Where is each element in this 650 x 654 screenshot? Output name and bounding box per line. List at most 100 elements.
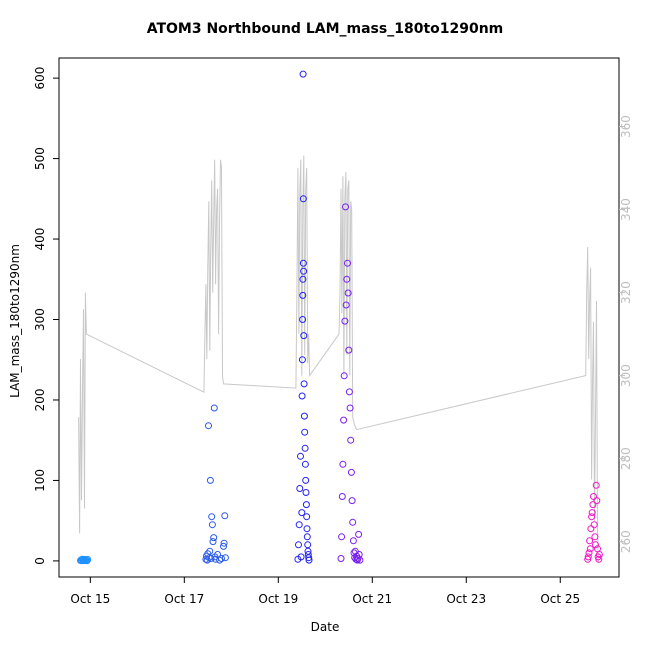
data-point [592, 541, 599, 549]
y2-tick-label: 360 [619, 115, 633, 138]
data-point [355, 530, 363, 538]
data-point [210, 534, 218, 542]
y-tick-label: 0 [33, 557, 47, 565]
data-point [349, 518, 357, 526]
data-point [344, 259, 351, 267]
x-tick-label: Oct 21 [352, 592, 392, 606]
data-point [300, 332, 308, 340]
chart-title: ATOM3 Northbound LAM_mass_180to1290nm [146, 21, 504, 37]
data-point [343, 275, 351, 283]
data-point [342, 301, 350, 309]
data-point [587, 525, 595, 533]
x-tick-label: Oct 19 [258, 592, 298, 606]
data-point [348, 497, 356, 505]
x-tick-label: Oct 23 [446, 592, 486, 606]
data-point [295, 541, 302, 549]
data-point [590, 521, 598, 529]
data-point [299, 259, 307, 267]
data-point [210, 404, 218, 412]
x-tick-label: Oct 25 [540, 592, 580, 606]
data-point [221, 554, 229, 562]
data-point [302, 489, 310, 496]
y-tick-label: 600 [33, 67, 47, 90]
data-point [300, 380, 308, 388]
data-point [295, 521, 303, 529]
data-point [344, 289, 352, 297]
data-point [208, 521, 216, 529]
data-point [338, 493, 346, 500]
data-point [337, 555, 345, 562]
data-point [298, 392, 306, 400]
data-point [296, 485, 304, 492]
data-point [301, 460, 309, 468]
data-point [591, 533, 599, 541]
data-point [220, 539, 228, 547]
data-point [206, 547, 214, 555]
data-point [220, 542, 227, 550]
data-point [588, 513, 596, 521]
data-point [303, 533, 311, 541]
data-point [349, 537, 357, 545]
data-point [593, 497, 601, 505]
plot-frame [58, 57, 620, 578]
data-point [347, 468, 355, 476]
data-point [586, 545, 594, 553]
y2-tick-label: 340 [619, 198, 633, 221]
data-point [346, 404, 354, 412]
x-tick-label: Oct 17 [164, 592, 204, 606]
x-axis-label: Date [310, 620, 340, 634]
data-point [592, 481, 600, 489]
data-point [339, 460, 347, 468]
y-tick-label: 400 [33, 228, 47, 251]
y-axis-label: LAM_mass_180to1290nm [8, 244, 22, 398]
data-point [209, 538, 217, 546]
data-point [305, 554, 313, 562]
data-point [299, 70, 307, 78]
y2-tick-label: 320 [619, 281, 633, 304]
data-point [301, 444, 309, 452]
data-point [218, 555, 225, 562]
data-point [589, 501, 597, 509]
data-point [303, 525, 311, 533]
data-point [206, 476, 214, 484]
data-point [590, 493, 597, 500]
data-point [298, 509, 306, 517]
data-point [356, 556, 364, 564]
data-point [303, 513, 311, 521]
y-tick-label: 200 [33, 389, 47, 412]
data-point [595, 551, 603, 558]
data-point [299, 316, 307, 323]
data-point [299, 275, 307, 283]
data-point [585, 549, 593, 557]
data-point [300, 267, 308, 275]
data-point [207, 555, 215, 562]
data-point [84, 556, 92, 563]
data-point [297, 452, 304, 460]
data-point [340, 372, 348, 380]
x-tick-label: Oct 15 [70, 592, 110, 606]
data-point [301, 428, 309, 436]
data-point [302, 501, 310, 509]
data-point [588, 509, 596, 517]
data-point [208, 513, 216, 521]
data-point [342, 203, 349, 211]
data-point [216, 556, 224, 564]
data-point [586, 537, 594, 545]
secondary-series-line [78, 155, 599, 563]
data-point [338, 533, 346, 541]
data-point [304, 541, 312, 549]
y-tick-label: 500 [33, 147, 47, 170]
data-point [345, 388, 353, 396]
data-point [205, 422, 212, 430]
data-point [221, 512, 229, 520]
y2-tick-label: 300 [619, 364, 633, 387]
data-point [302, 476, 310, 484]
data-point [299, 195, 307, 203]
data-point [299, 291, 307, 299]
data-point [584, 553, 592, 561]
data-point [595, 555, 603, 563]
data-point [297, 553, 305, 561]
data-point [305, 556, 313, 564]
